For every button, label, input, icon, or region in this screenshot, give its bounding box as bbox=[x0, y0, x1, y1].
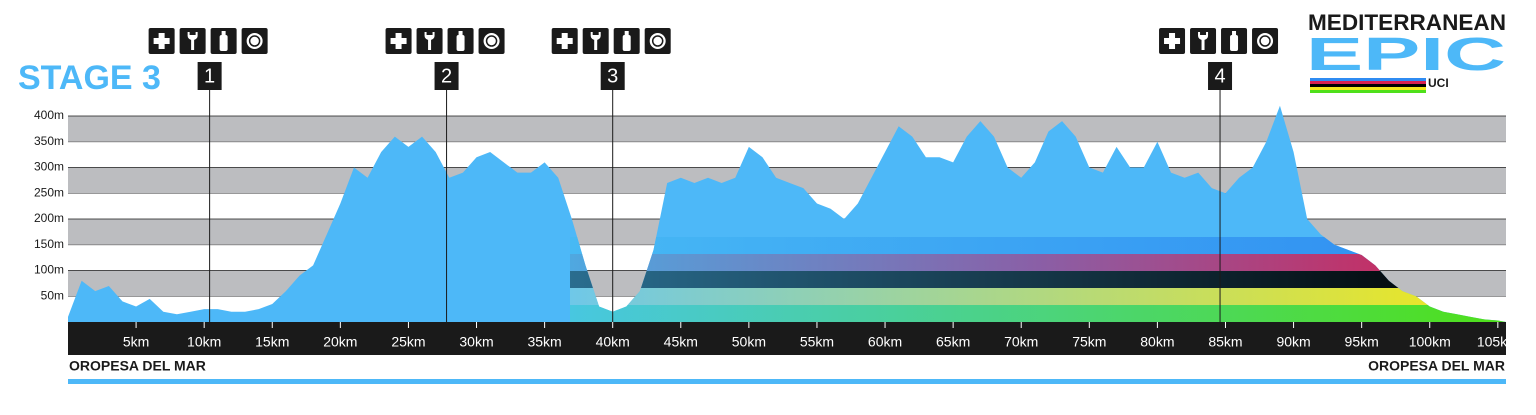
icon-cross bbox=[1169, 33, 1176, 49]
x-tick-label: 35km bbox=[527, 334, 561, 350]
x-tick-label: 5km bbox=[123, 334, 149, 350]
icon-wheel bbox=[485, 35, 498, 47]
x-tick-label: 95km bbox=[1345, 334, 1379, 350]
icon-cross bbox=[158, 33, 165, 49]
x-tick-label: 70km bbox=[1004, 334, 1038, 350]
logo-sub: UCI bbox=[1428, 76, 1449, 90]
icon-bottle bbox=[1230, 35, 1239, 51]
logo-stripe bbox=[1310, 84, 1426, 87]
logo-name: MEDITERRANEAN bbox=[1308, 10, 1506, 35]
feed-zone-box bbox=[197, 62, 222, 90]
x-tick-label: 55km bbox=[800, 334, 834, 350]
x-tick-label: 105km bbox=[1477, 334, 1519, 350]
x-tick-label: 85km bbox=[1208, 334, 1242, 350]
x-tick-label: 15km bbox=[255, 334, 289, 350]
x-tick-label: 50km bbox=[732, 334, 766, 350]
x-tick-label: 100km bbox=[1409, 334, 1451, 350]
icon-bottle bbox=[624, 31, 629, 35]
icon-bottle bbox=[219, 35, 228, 51]
x-axis-bar bbox=[68, 322, 1506, 355]
icon-wrench bbox=[594, 37, 598, 50]
y-tick-label: 100m bbox=[34, 263, 64, 277]
x-tick-label: 10km bbox=[187, 334, 221, 350]
icon-bottle bbox=[622, 35, 631, 51]
icon-wrench bbox=[1201, 37, 1205, 50]
x-tick-label: 60km bbox=[868, 334, 902, 350]
finish-label: OROPESA DEL MAR bbox=[1368, 358, 1505, 374]
route-line bbox=[68, 379, 1506, 384]
feed-zone-label: 2 bbox=[441, 65, 452, 87]
logo-stripe bbox=[1310, 81, 1426, 84]
icon-cross bbox=[561, 33, 568, 49]
feed-zone-label: 3 bbox=[607, 65, 618, 87]
x-tick-label: 25km bbox=[391, 334, 425, 350]
stripe bbox=[570, 271, 1506, 288]
color-stripes bbox=[570, 237, 1506, 322]
x-tick-label: 40km bbox=[596, 334, 630, 350]
x-tick-label: 20km bbox=[323, 334, 357, 350]
feed-zone-label: 4 bbox=[1214, 65, 1225, 87]
feed-zone-box bbox=[1208, 62, 1233, 90]
grid-band bbox=[68, 116, 1506, 142]
chart-title: STAGE 3 bbox=[18, 59, 161, 97]
stripe bbox=[570, 237, 1506, 254]
icon-bottle bbox=[458, 31, 463, 35]
logo-stripe bbox=[1310, 90, 1426, 93]
stripe bbox=[570, 288, 1506, 305]
icon-bottle bbox=[1232, 31, 1237, 35]
icon-wheel bbox=[651, 35, 664, 47]
icon-wrench bbox=[187, 32, 198, 40]
y-tick-label: 400m bbox=[34, 108, 64, 122]
y-tick-label: 50m bbox=[41, 288, 64, 302]
y-tick-label: 250m bbox=[34, 185, 64, 199]
logo-mark: EPIC bbox=[1306, 28, 1506, 80]
icon-cross bbox=[395, 33, 402, 49]
y-tick-label: 350m bbox=[34, 134, 64, 148]
x-tick-label: 30km bbox=[459, 334, 493, 350]
icon-wrench bbox=[424, 32, 435, 40]
x-tick-label: 75km bbox=[1072, 334, 1106, 350]
start-label: OROPESA DEL MAR bbox=[69, 358, 206, 374]
icon-wheel bbox=[248, 35, 261, 47]
y-tick-label: 300m bbox=[34, 160, 64, 174]
x-tick-label: 65km bbox=[936, 334, 970, 350]
y-tick-label: 200m bbox=[34, 211, 64, 225]
x-tick-label: 80km bbox=[1140, 334, 1174, 350]
x-tick-label: 90km bbox=[1276, 334, 1310, 350]
icon-wrench bbox=[590, 32, 601, 40]
icon-bottle bbox=[221, 31, 226, 35]
logo: MEDITERRANEAN EPIC UCI bbox=[1306, 10, 1506, 93]
feed-zone-box bbox=[600, 62, 625, 90]
icon-wrench bbox=[1198, 32, 1209, 40]
x-tick-label: 45km bbox=[664, 334, 698, 350]
feed-zone-label: 1 bbox=[204, 65, 215, 87]
icon-bottle bbox=[456, 35, 465, 51]
stripe bbox=[570, 305, 1506, 322]
y-tick-label: 150m bbox=[34, 237, 64, 251]
icon-wrench bbox=[191, 37, 195, 50]
feed-zone-box bbox=[434, 62, 459, 90]
icon-wrench bbox=[428, 37, 432, 50]
stripe bbox=[570, 254, 1506, 271]
icon-wheel bbox=[1259, 35, 1271, 47]
logo-stripe bbox=[1310, 87, 1426, 90]
logo-stripe bbox=[1310, 78, 1426, 81]
